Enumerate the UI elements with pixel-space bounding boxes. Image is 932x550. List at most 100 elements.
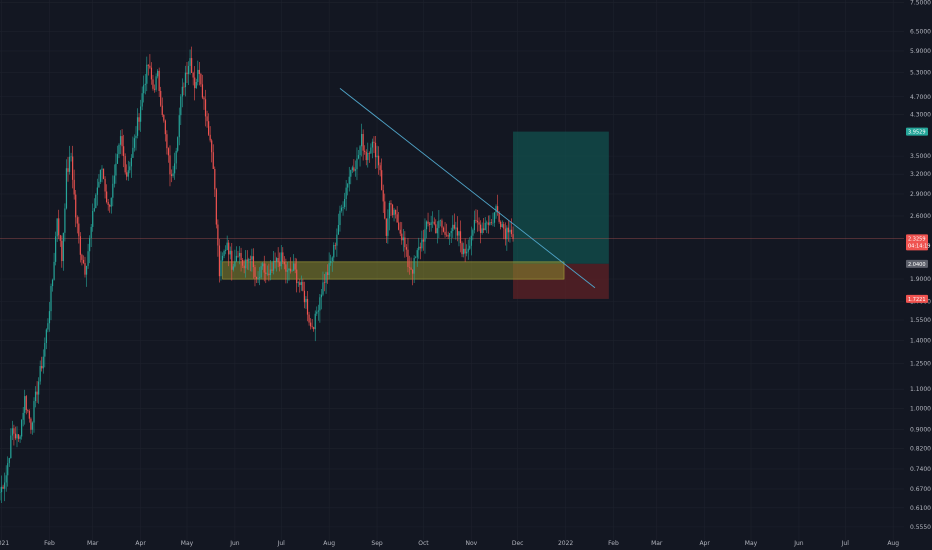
candle-body bbox=[260, 266, 262, 278]
candle-body bbox=[418, 246, 420, 251]
time-tick-label: Sep bbox=[371, 540, 383, 547]
profit-zone[interactable] bbox=[513, 131, 609, 264]
candle-body bbox=[174, 163, 176, 174]
candle-body bbox=[36, 391, 38, 395]
price-tick-label: 1.5500 bbox=[910, 317, 931, 324]
candle-body bbox=[17, 434, 20, 439]
target-price-tag bbox=[906, 127, 928, 136]
candle-body bbox=[214, 168, 216, 190]
candle-body bbox=[201, 84, 204, 98]
candle-body bbox=[212, 152, 214, 169]
candle-body bbox=[255, 276, 258, 279]
candle-body bbox=[456, 227, 459, 236]
candle-body bbox=[503, 224, 505, 229]
candle-body bbox=[161, 105, 163, 115]
zones bbox=[0, 131, 904, 299]
candle-body bbox=[467, 248, 469, 252]
candle-body bbox=[240, 252, 242, 261]
candle-body bbox=[215, 189, 217, 225]
candle-body bbox=[405, 247, 408, 250]
candle-body bbox=[373, 141, 375, 143]
candle-body bbox=[149, 65, 151, 68]
candle-body bbox=[45, 329, 47, 344]
candle-body bbox=[191, 58, 193, 73]
price-tick-label: 1.1000 bbox=[910, 386, 931, 393]
time-tick-label: Jun bbox=[793, 540, 804, 547]
candle-body bbox=[89, 238, 91, 252]
candle-body bbox=[59, 235, 61, 241]
candle-body bbox=[31, 422, 34, 430]
candle-body bbox=[316, 311, 318, 314]
candle-body bbox=[95, 194, 97, 209]
candle-body bbox=[288, 268, 290, 271]
candle-body bbox=[109, 204, 111, 207]
candles bbox=[0, 46, 514, 503]
candle-body bbox=[249, 258, 251, 260]
candle-body bbox=[300, 281, 302, 285]
time-tick-label: Jul bbox=[841, 540, 850, 547]
candle-body bbox=[25, 396, 27, 411]
time-tick-label: Apr bbox=[135, 540, 146, 547]
candle-body bbox=[303, 290, 306, 303]
candle-body bbox=[27, 410, 29, 411]
candle-body bbox=[291, 270, 293, 272]
candle-body bbox=[16, 434, 18, 439]
descending-trendline[interactable] bbox=[339, 88, 596, 289]
candle-body bbox=[394, 209, 397, 215]
candle-body bbox=[110, 197, 112, 207]
candle-body bbox=[393, 209, 395, 216]
drawings[interactable] bbox=[339, 88, 596, 289]
candle-body bbox=[342, 206, 344, 208]
time-tick-label: Apr bbox=[699, 540, 710, 547]
candle-body bbox=[208, 121, 210, 135]
candle-body bbox=[506, 227, 508, 240]
candle-body bbox=[331, 257, 333, 261]
candle-body bbox=[490, 222, 493, 223]
candle-body bbox=[483, 228, 485, 231]
candle-body bbox=[430, 222, 432, 225]
candle-body bbox=[22, 412, 24, 420]
candle-body bbox=[194, 77, 196, 89]
candle-body bbox=[206, 116, 208, 122]
candle-body bbox=[65, 168, 68, 209]
candle-body bbox=[48, 311, 51, 324]
candle-body bbox=[136, 117, 139, 136]
price-tick-label: 0.8200 bbox=[910, 445, 931, 452]
candle-body bbox=[123, 146, 125, 157]
candle-body bbox=[268, 273, 270, 276]
candle-body bbox=[197, 69, 199, 83]
candle-body bbox=[337, 225, 340, 235]
candle-body bbox=[64, 208, 66, 233]
candle-body bbox=[475, 219, 477, 221]
candle-body bbox=[421, 239, 423, 249]
candle-body bbox=[305, 299, 307, 303]
candle-body bbox=[187, 65, 190, 75]
candle-body bbox=[127, 170, 129, 177]
candle-body bbox=[487, 222, 489, 225]
time-tick-label: Dec bbox=[512, 540, 524, 547]
candle-body bbox=[330, 260, 332, 264]
candle-body bbox=[439, 220, 442, 222]
candle-body bbox=[302, 281, 304, 291]
price-axis[interactable]: 7.5000 6.5000 5.9000 5.3000 4.7000 4.3000 3.50… bbox=[910, 0, 931, 531]
candle-body bbox=[492, 222, 494, 224]
support-zone[interactable] bbox=[222, 261, 565, 280]
candle-body bbox=[101, 168, 103, 170]
candle-body bbox=[313, 327, 315, 330]
candle-body bbox=[364, 150, 366, 152]
candle-body bbox=[121, 136, 123, 147]
candle-body bbox=[211, 140, 213, 153]
candle-body bbox=[4, 482, 6, 489]
candle-body bbox=[44, 343, 46, 357]
candle-body bbox=[177, 137, 179, 151]
candle-body bbox=[189, 58, 191, 66]
price-tick-label: 5.3000 bbox=[910, 70, 931, 77]
price-tick-label: 0.5550 bbox=[910, 524, 931, 531]
price-tick-label: 2.6000 bbox=[910, 213, 931, 220]
candle-body bbox=[340, 207, 343, 211]
candle-body bbox=[33, 401, 35, 423]
time-axis[interactable]: 2021 Feb Mar Apr May Jun Jul Aug Sep Oct Nov Dec 202… bbox=[0, 540, 899, 547]
candle-body bbox=[248, 258, 250, 262]
